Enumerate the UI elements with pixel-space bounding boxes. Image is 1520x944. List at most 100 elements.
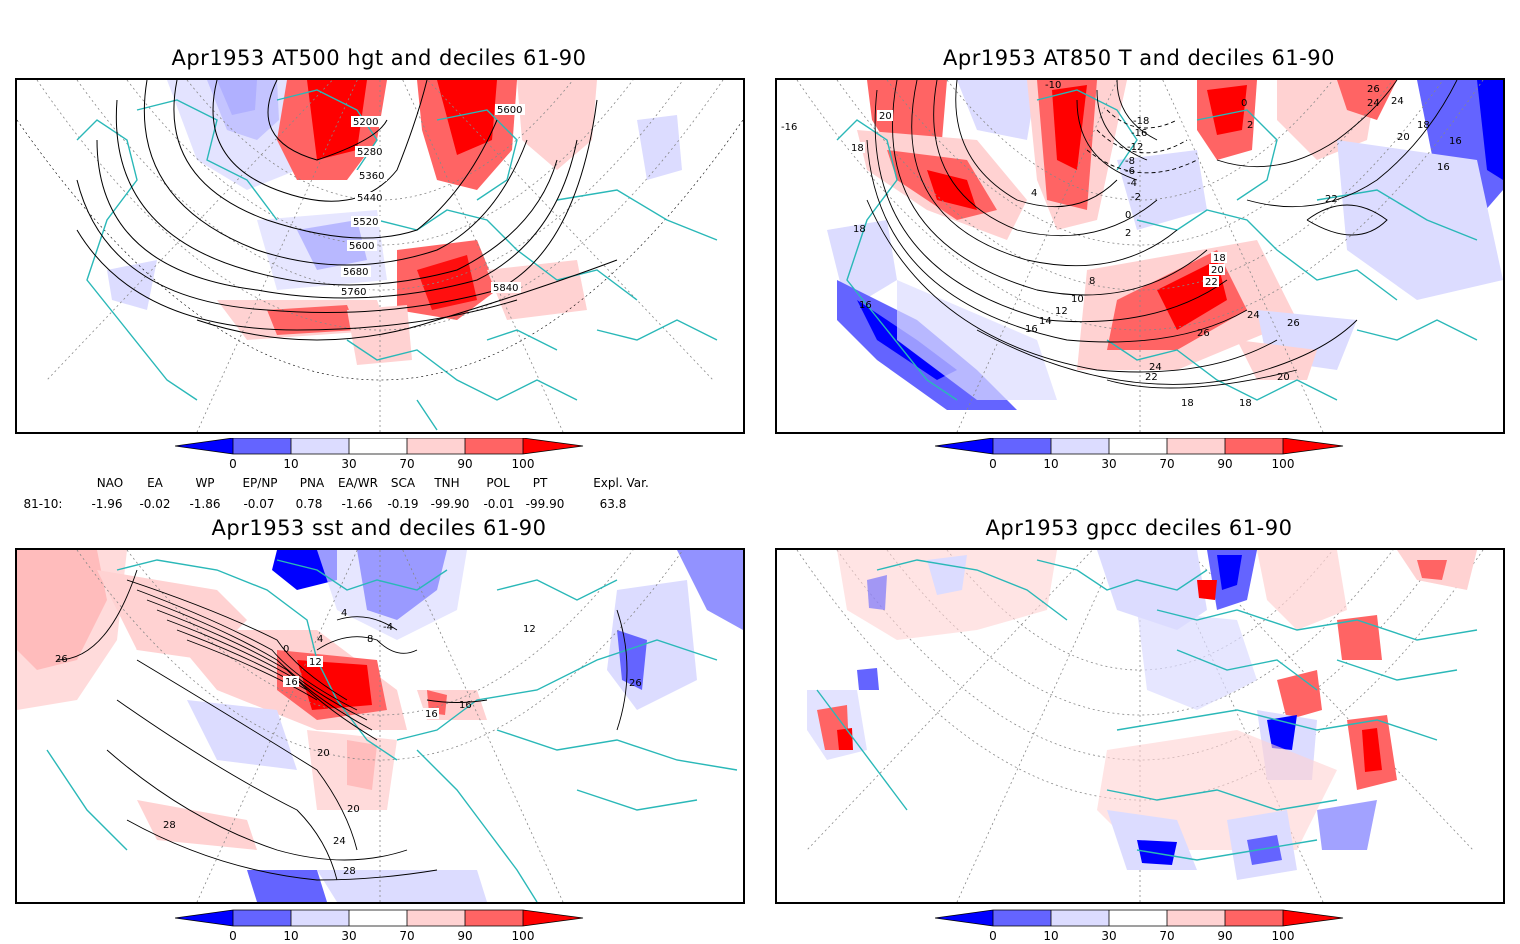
svg-text:26: 26 [1197, 328, 1210, 339]
svg-text:26: 26 [1287, 318, 1300, 329]
svg-text:-0.01: -0.01 [483, 497, 514, 511]
svg-text:5440: 5440 [357, 193, 382, 204]
svg-text:100: 100 [1272, 929, 1295, 943]
map-panel-t850: -10 20 18 -16 18 16 4 -18 -16 -12 -8 -6 … [775, 78, 1505, 434]
colorbar-segment [523, 438, 583, 454]
svg-text:28: 28 [163, 820, 176, 831]
svg-text:NAO: NAO [97, 476, 123, 490]
svg-text:5360: 5360 [359, 171, 384, 182]
svg-text:26: 26 [55, 654, 68, 665]
svg-text:-6: -6 [1125, 166, 1135, 177]
svg-text:0: 0 [989, 929, 997, 943]
svg-text:30: 30 [341, 457, 356, 471]
colorbar-gpcc: 0 10 30 70 90 100 [935, 909, 1344, 943]
svg-text:16: 16 [1449, 136, 1462, 147]
height-contours [76, 80, 618, 341]
map-panel-sst: 26 0 4 8 12 16 -4 4 16 20 20 24 28 28 26… [15, 548, 745, 904]
svg-text:18: 18 [853, 224, 866, 235]
svg-text:-18: -18 [1133, 116, 1149, 127]
svg-text:TNH: TNH [433, 476, 459, 490]
svg-text:14: 14 [1039, 316, 1052, 327]
svg-text:22: 22 [1325, 194, 1338, 205]
svg-text:18: 18 [1213, 253, 1226, 264]
svg-text:-4: -4 [1127, 178, 1137, 189]
svg-text:4: 4 [341, 608, 347, 619]
svg-text:16: 16 [1025, 324, 1038, 335]
coastlines [76, 89, 718, 431]
svg-text:-16: -16 [1131, 128, 1147, 139]
svg-text:90: 90 [1217, 929, 1232, 943]
svg-text:16: 16 [1437, 162, 1450, 173]
svg-text:WP: WP [195, 476, 214, 490]
svg-text:28: 28 [343, 866, 356, 877]
decile-shading [107, 80, 682, 365]
svg-text:90: 90 [457, 457, 472, 471]
svg-text:70: 70 [1159, 929, 1174, 943]
svg-text:70: 70 [399, 457, 414, 471]
svg-text:-1.66: -1.66 [341, 497, 372, 511]
svg-text:5600: 5600 [497, 105, 522, 116]
panel-title-t850: Apr1953 AT850 T and deciles 61-90 [943, 46, 1335, 70]
svg-text:18: 18 [1181, 398, 1194, 409]
svg-text:PT: PT [533, 476, 548, 490]
svg-text:-0.07: -0.07 [243, 497, 274, 511]
svg-text:20: 20 [1211, 265, 1224, 276]
svg-text:90: 90 [457, 929, 472, 943]
svg-text:24: 24 [1391, 96, 1404, 107]
svg-text:4: 4 [1031, 188, 1037, 199]
svg-text:8: 8 [1089, 276, 1095, 287]
svg-text:18: 18 [1239, 398, 1252, 409]
svg-text:EP/NP: EP/NP [242, 476, 277, 490]
colorbar-segment [349, 438, 407, 454]
svg-text:12: 12 [309, 657, 322, 668]
svg-text:26: 26 [1367, 84, 1380, 95]
svg-text:10: 10 [283, 457, 298, 471]
contour-labels: 5200 5280 5360 5440 5520 5600 5680 5760 … [339, 104, 525, 298]
svg-text:4: 4 [317, 634, 323, 645]
svg-text:2: 2 [1125, 228, 1131, 239]
svg-text:0: 0 [229, 929, 237, 943]
svg-text:81-10:: 81-10: [24, 497, 63, 511]
svg-text:-99.90: -99.90 [526, 497, 565, 511]
coastlines [816, 559, 1478, 861]
svg-text:24: 24 [1247, 310, 1260, 321]
svg-text:30: 30 [341, 929, 356, 943]
contour-labels: -10 20 18 -16 18 16 4 -18 -16 -12 -8 -6 … [781, 80, 1462, 409]
svg-text:70: 70 [1159, 457, 1174, 471]
map-panel-hgt500: 5200 5280 5360 5440 5520 5600 5680 5760 … [15, 78, 745, 434]
coastlines [46, 559, 738, 902]
sst-contours [56, 569, 628, 881]
svg-text:-1.86: -1.86 [189, 497, 220, 511]
svg-text:-99.90: -99.90 [431, 497, 470, 511]
svg-text:10: 10 [1043, 457, 1058, 471]
svg-text:PNA: PNA [300, 476, 325, 490]
svg-text:16: 16 [425, 709, 438, 720]
svg-text:16: 16 [859, 300, 872, 311]
svg-text:18: 18 [1417, 120, 1430, 131]
precip-decile-shading [807, 550, 1477, 880]
svg-text:22: 22 [1145, 372, 1158, 383]
colorbar-t850: 0 10 30 70 90 100 [935, 438, 1344, 471]
colorbar-segment [291, 438, 349, 454]
teleconnection-indices: NAO EA WP EP/NP PNA EA/WR SCA TNH POL PT… [24, 476, 649, 511]
colorbar-segment [233, 438, 291, 454]
svg-text:5200: 5200 [353, 117, 378, 128]
svg-text:16: 16 [285, 677, 298, 688]
colorbar-sst: 0 10 30 70 90 100 [175, 909, 584, 943]
coastlines [836, 89, 1478, 401]
colorbar-segment [465, 438, 523, 454]
temperature-contours [866, 80, 1458, 389]
svg-text:12: 12 [1055, 306, 1068, 317]
svg-text:EA: EA [147, 476, 164, 490]
colorbar-segment [175, 438, 233, 454]
colorbar-hgt500: 0 10 30 70 90 100 [175, 438, 584, 471]
contour-labels: 26 0 4 8 12 16 -4 4 16 20 20 24 28 28 26… [55, 608, 642, 877]
svg-text:24: 24 [333, 836, 346, 847]
svg-text:12: 12 [523, 624, 536, 635]
panel-title-gpcc: Apr1953 gpcc deciles 61-90 [985, 516, 1293, 540]
svg-text:0: 0 [1241, 98, 1247, 109]
svg-text:0: 0 [989, 457, 997, 471]
svg-text:-16: -16 [781, 122, 797, 133]
svg-text:5680: 5680 [343, 267, 368, 278]
svg-text:70: 70 [399, 929, 414, 943]
